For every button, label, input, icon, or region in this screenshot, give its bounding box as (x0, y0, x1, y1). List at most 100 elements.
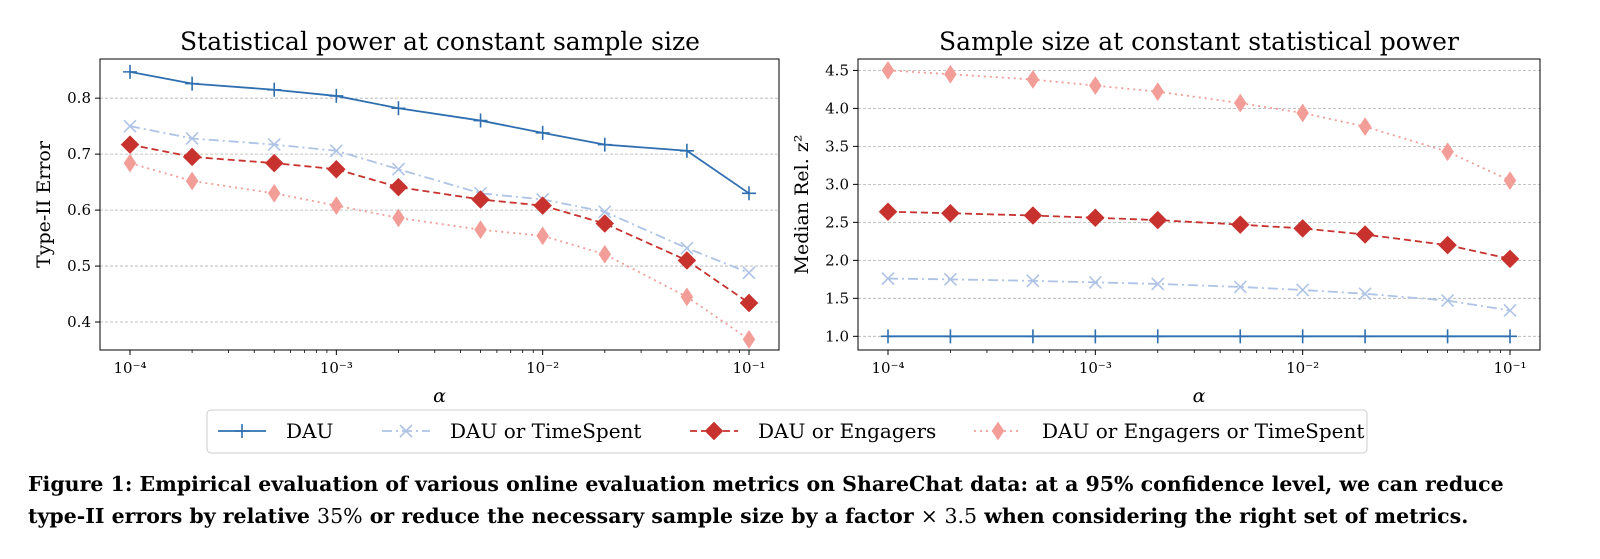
data-point (943, 272, 957, 286)
x-tick-label: 10⁻² (526, 359, 559, 377)
series-line-dau-or-timespent (887, 277, 1511, 312)
data-point (598, 205, 612, 219)
data-point (1151, 82, 1165, 102)
x-axis-label: α (1193, 385, 1206, 407)
data-point (680, 287, 694, 307)
legend-marker (704, 421, 724, 441)
figure-caption: Figure 1: Empirical evaluation of variou… (28, 468, 1573, 532)
data-point (881, 272, 895, 286)
data-point (533, 196, 553, 215)
data-point (679, 143, 694, 158)
data-point (185, 131, 199, 146)
x-axis-label: α (433, 385, 446, 407)
data-point (944, 64, 957, 84)
y-tick-label: 2.5 (825, 213, 849, 231)
data-point (881, 329, 895, 344)
data-point (742, 329, 756, 349)
data-point (392, 208, 405, 228)
chart-title: Statistical power at constant sample siz… (180, 27, 700, 56)
data-point (1440, 329, 1455, 344)
y-tick-label: 1.5 (825, 289, 849, 307)
series-line-dau-or-timespent (129, 125, 750, 274)
y-tick-label: 3.5 (825, 137, 849, 155)
data-point (1025, 329, 1040, 344)
legend-marker (991, 421, 1005, 441)
data-point (330, 196, 343, 216)
data-point (1503, 329, 1517, 344)
right-panel: 1.0 1.5 2.0 2.5 3.0 3.5 4.0 4.5 10⁻⁴ 10⁻³ 10⁻² 10⁻¹… (791, 27, 1541, 407)
y-tick-label: 0.6 (67, 201, 91, 219)
y-tick-label: 2.0 (825, 251, 849, 269)
legend-label: DAU or Engagers or TimeSpent (1042, 419, 1364, 443)
legend-frame (206, 409, 1368, 454)
data-point (1233, 329, 1248, 344)
data-point (267, 183, 281, 203)
y-tick-label: 0.7 (67, 145, 91, 163)
caption-line-2a: type-II errors by relative (28, 504, 318, 528)
data-point (1441, 294, 1455, 308)
legend-entry-dau: DAU (218, 419, 333, 443)
data-point (1296, 283, 1310, 297)
data-point (329, 144, 343, 158)
plot-frame (99, 58, 780, 351)
figure: 0.4 0.5 0.6 0.7 0.8 10⁻⁴ 10⁻³ 10⁻² 10⁻¹ Statistic… (33, 27, 1541, 454)
data-point (474, 220, 487, 240)
data-point (120, 135, 140, 154)
data-point (1230, 215, 1250, 234)
data-point (597, 137, 612, 152)
series-dau (123, 64, 756, 201)
data-point (123, 64, 137, 79)
y-tick-label: 1.0 (825, 327, 849, 345)
data-point (267, 138, 281, 152)
data-point (1295, 329, 1310, 344)
data-point (742, 266, 756, 280)
legend-label: DAU or TimeSpent (450, 419, 641, 443)
data-point (1085, 208, 1105, 228)
legend: DAU DAU or TimeSpent DAU or Engagers DAU or… (206, 409, 1368, 454)
caption-line-2c: or reduce the necessary sample size by a… (362, 504, 921, 528)
series-line-dau-or-engagers-or-timespent (129, 162, 750, 341)
caption-line-2d: × 3.5 (920, 504, 978, 528)
data-point (1023, 206, 1043, 225)
data-point (1296, 103, 1309, 123)
data-point (1233, 93, 1247, 113)
data-point (595, 214, 615, 233)
x-tick-label: 10⁻³ (1079, 359, 1112, 377)
legend-marker (235, 424, 249, 438)
y-axis-label: Median Rel. z² (791, 135, 813, 275)
y-tick-label: 4.0 (825, 99, 849, 117)
series-line-dau (129, 70, 750, 195)
x-tick-label: 10⁻⁴ (113, 359, 146, 377)
series-dau-or-timespent (123, 119, 756, 280)
legend-label: DAU or Engagers (758, 419, 936, 443)
legend-entry-dau-or-engagers: DAU or Engagers (690, 419, 936, 443)
x-tick-label: 10⁻² (1286, 359, 1319, 377)
data-point (535, 125, 550, 140)
data-point (1150, 329, 1165, 344)
data-point (185, 76, 200, 91)
data-point (123, 119, 137, 133)
data-point (473, 113, 488, 128)
data-point (326, 159, 346, 179)
x-tick-label: 10⁻¹ (732, 359, 765, 377)
data-point (471, 190, 490, 209)
plot-frame (857, 58, 1541, 351)
data-point (1148, 210, 1168, 230)
data-point (941, 203, 960, 223)
data-point (1358, 329, 1373, 344)
legend-entry-dau-or-engagers-or-timespent: DAU or Engagers or TimeSpent (974, 419, 1364, 443)
data-point (739, 293, 759, 313)
data-point (1089, 76, 1102, 96)
data-point (536, 226, 549, 246)
left-panel: 0.4 0.5 0.6 0.7 0.8 10⁻⁴ 10⁻³ 10⁻² 10⁻¹ Statistic… (33, 27, 780, 407)
caption-line-1: Figure 1: Empirical evaluation of variou… (28, 472, 1504, 496)
data-point (1151, 277, 1165, 291)
data-point (391, 162, 406, 176)
series-dau-or-engagers-or-timespent (881, 60, 1517, 191)
y-tick-label: 4.5 (825, 61, 849, 79)
x-tick-label: 10⁻¹ (1493, 359, 1526, 377)
series-dau-or-engagers (120, 135, 759, 313)
data-point (598, 244, 612, 264)
data-point (1358, 287, 1372, 301)
series-dau-or-engagers (878, 202, 1520, 269)
